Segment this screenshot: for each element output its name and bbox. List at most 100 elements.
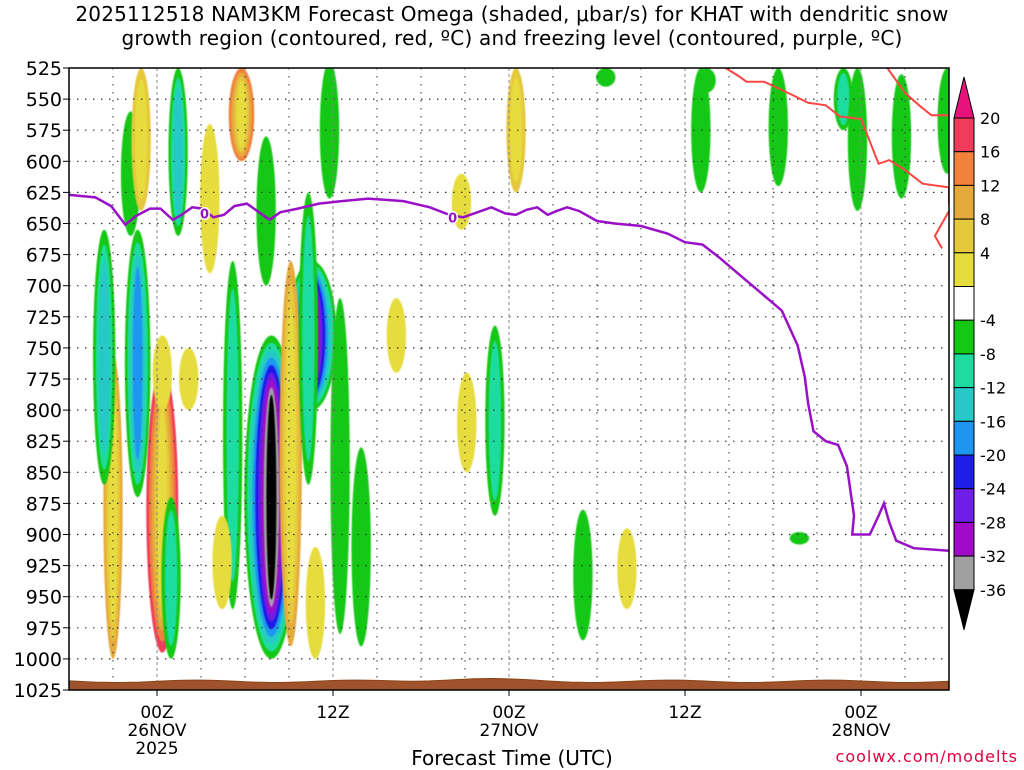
omega-cell-17-level-2 <box>285 306 297 601</box>
dgz-contour-line-0 <box>724 68 949 205</box>
freezing-level-label-0: 0 <box>200 208 209 223</box>
y-tick-label-1025: 1025 <box>14 680 62 702</box>
y-tick-label-550: 550 <box>26 89 62 111</box>
omega-shading <box>93 68 949 659</box>
freezing-level-label-1: 0 <box>448 211 457 226</box>
colorbar-label--36: -36 <box>980 581 1006 600</box>
colorbar-segment-2 <box>953 184 975 220</box>
omega-cell-34-level-0 <box>891 74 912 199</box>
colorbar-label-4: 4 <box>980 244 990 263</box>
colorbar-segment-8 <box>953 387 975 422</box>
colorbar-segment-0 <box>953 117 975 153</box>
x-tick-label-10: 12Z <box>316 703 349 723</box>
omega-cell-19-level-1 <box>302 215 315 462</box>
y-tick-label-700: 700 <box>26 276 62 298</box>
colorbar-segment-6 <box>953 319 975 355</box>
x-tick-date-40: 28NOV <box>831 721 890 741</box>
freezing-level-line <box>69 193 949 552</box>
colorbar-segment-11 <box>953 488 975 523</box>
y-tick-label-725: 725 <box>26 307 62 329</box>
omega-cell-16-level-0 <box>256 136 276 286</box>
colorbar-label-8: 8 <box>980 210 990 229</box>
x-tick-date-0: 26NOV <box>127 721 186 741</box>
colorbar-label--4: -4 <box>980 311 996 330</box>
omega-cell-21-level-0 <box>351 447 371 647</box>
omega-cell-14-level-1 <box>226 288 239 582</box>
omega-cell-20-level-0 <box>319 68 340 199</box>
colorbar-label--12: -12 <box>980 379 1006 398</box>
grid-lines <box>69 68 949 690</box>
colorbar-segment-9 <box>953 420 975 456</box>
omega-cell-35-level-0 <box>937 68 949 174</box>
colorbar-label--28: -28 <box>980 513 1006 532</box>
colorbar-top-triangle <box>953 76 975 119</box>
colorbar: 20 16 12 8 4 -4 -8 -12 -16 -20 -24 -28 -32 -36 <box>953 76 1006 630</box>
x-tick-label-0: 00Z <box>140 703 173 723</box>
colorbar-segment-7 <box>953 353 975 389</box>
colorbar-label-20: 20 <box>980 109 1000 128</box>
y-tick-label-525: 525 <box>26 58 62 80</box>
x-tick-year-0: 2025 <box>135 739 178 759</box>
colorbar-label--20: -20 <box>980 446 1006 465</box>
terrain-fill <box>69 677 949 690</box>
y-axis: 525 550 575 600 625 650 675 700 725 750 775 800 825 8… <box>14 58 69 702</box>
omega-cell-28-level-0 <box>596 68 616 87</box>
y-tick-label-750: 750 <box>26 338 62 360</box>
y-tick-label-575: 575 <box>26 120 62 142</box>
colorbar-segment-3 <box>953 218 975 254</box>
colorbar-segment-4 <box>953 252 975 288</box>
chart-title-line2: growth region (contoured, red, ºC) and f… <box>121 26 903 50</box>
omega-cell-3-level-8 <box>266 394 277 600</box>
omega-cell-37-level-0 <box>617 528 637 610</box>
omega-cell-8-level-1 <box>134 79 148 200</box>
colorbar-segment-13 <box>953 555 975 591</box>
omega-cell-12-level-0 <box>179 347 199 411</box>
colorbar-segment-10 <box>953 454 975 490</box>
x-axis-title: Forecast Time (UTC) <box>411 746 613 770</box>
chart-title: 2025112518 NAM3KM Forecast Omega (shaded… <box>0 2 1024 50</box>
omega-cell-22-level-0 <box>330 298 350 635</box>
y-tick-label-900: 900 <box>26 525 62 547</box>
omega-cell-26-level-1 <box>509 77 523 183</box>
y-tick-label-925: 925 <box>26 556 62 578</box>
y-tick-label-625: 625 <box>26 182 62 204</box>
x-tick-label-40: 00Z <box>844 703 877 723</box>
x-tick-date-20: 27NOV <box>479 721 538 741</box>
omega-cell-7-level-3 <box>132 267 143 460</box>
credit-link[interactable]: coolwx.com/modelts <box>835 747 1018 766</box>
colorbar-label--24: -24 <box>980 480 1006 499</box>
colorbar-label-16: 16 <box>980 143 1000 162</box>
omega-cell-30-level-0 <box>691 68 711 193</box>
omega-cell-33-level-0 <box>847 68 868 212</box>
y-tick-label-875: 875 <box>26 493 62 515</box>
terrain-ground <box>69 677 949 690</box>
dgz-contour-line-1 <box>886 68 949 117</box>
colorbar-segment-12 <box>953 521 975 557</box>
y-tick-label-775: 775 <box>26 369 62 391</box>
y-tick-label-850: 850 <box>26 462 62 484</box>
omega-cell-23-level-0 <box>386 298 407 373</box>
y-tick-label-825: 825 <box>26 431 62 453</box>
dgz-contour-line-2 <box>933 210 949 249</box>
omega-cell-27-level-1 <box>488 340 502 501</box>
omega-cell-6-level-2 <box>98 259 110 455</box>
y-tick-label-950: 950 <box>26 587 62 609</box>
y-tick-label-600: 600 <box>26 151 62 173</box>
colorbar-segment-1 <box>953 151 975 186</box>
omega-cell-10-level-1 <box>164 510 178 646</box>
colorbar-segment-5 <box>953 286 975 321</box>
omega-cell-2-level-3 <box>236 81 247 149</box>
colorbar-label--16: -16 <box>980 412 1006 431</box>
omega-cell-11-level-0 <box>152 335 172 411</box>
y-tick-label-975: 975 <box>26 618 62 640</box>
y-tick-label-650: 650 <box>26 214 62 236</box>
omega-cell-25-level-0 <box>457 372 477 473</box>
omega-cell-15-level-0 <box>212 515 232 610</box>
omega-cell-36-level-0 <box>573 509 593 641</box>
chart-title-line1: 2025112518 NAM3KM Forecast Omega (shaded… <box>75 2 949 26</box>
omega-cell-9-level-2 <box>173 87 183 217</box>
omega-cell-32-level-1 <box>837 72 850 126</box>
